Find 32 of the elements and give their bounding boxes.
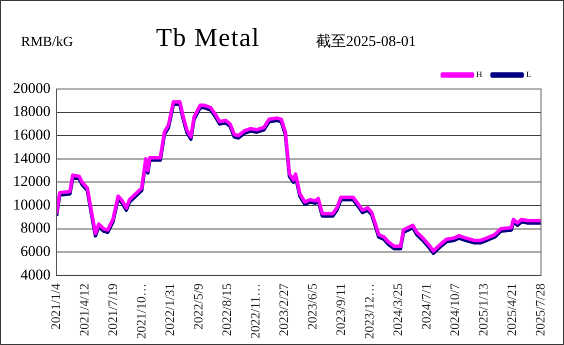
x-tick-label: 2025/1/13: [475, 283, 490, 336]
x-tick-label: 2021/7/19: [104, 283, 120, 336]
x-tick-label: 2021/10…: [133, 283, 148, 340]
x-tick-label: 2022/1/31: [162, 283, 177, 336]
y-tick-label: 16000: [13, 128, 50, 144]
y-tick-label: 18000: [13, 104, 50, 120]
y-tick-label: 20000: [13, 80, 50, 97]
x-tick-label: 2024/3/25: [390, 283, 405, 336]
x-tick-label: 2021/1/4: [48, 282, 63, 330]
legend-label: H: [476, 70, 482, 80]
legend-label: L: [526, 70, 532, 80]
x-tick-label: 2023/12…: [361, 283, 376, 340]
x-tick-label: 2022/11…: [247, 283, 262, 339]
y-tick-label: 8000: [20, 220, 50, 237]
x-tick-label: 2024/10/7: [446, 282, 462, 336]
chart-subtitle: 截至2025-08-01: [316, 32, 416, 51]
y-tick-label: 14000: [13, 150, 50, 167]
y-tick-label: 10000: [13, 197, 50, 214]
x-tick-label: 2022/8/15: [218, 283, 234, 336]
x-tick-label: 2025/7/28: [532, 283, 548, 336]
x-tick-label: 2023/9/11: [332, 283, 348, 336]
chart-title: Tb Metal: [156, 23, 260, 53]
y-axis-title: RMB/kG: [21, 35, 74, 51]
x-tick-label: 2024/7/1: [418, 283, 434, 330]
y-tick-label: 6000: [20, 244, 50, 260]
x-tick-label: 2023/2/27: [276, 282, 291, 336]
x-tick-label: 2022/5/9: [190, 283, 206, 330]
x-tick-label: 2025/4/21: [504, 283, 519, 336]
y-tick-label: 4000: [20, 267, 50, 284]
x-tick-label: 2023/6/5: [304, 283, 320, 330]
y-tick-label: 12000: [13, 174, 50, 190]
x-tick-label: 2021/4/12: [76, 283, 92, 336]
